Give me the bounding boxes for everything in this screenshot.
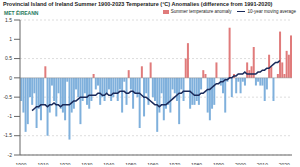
svg-text:1980: 1980 [191,162,202,165]
svg-text:1950: 1950 [125,162,136,165]
svg-text:1970: 1970 [169,162,180,165]
svg-text:-2: -2 [8,152,13,158]
svg-text:1960: 1960 [147,162,158,165]
svg-text:-1: -1 [8,113,13,119]
svg-text:1940: 1940 [103,162,114,165]
html-text:10-year moving average: 10-year moving average [247,9,296,14]
svg-text:0.5: 0.5 [5,55,12,61]
svg-text:1920: 1920 [59,162,70,165]
svg-text:-1.5: -1.5 [3,132,12,138]
svg-text:1.5: 1.5 [5,17,12,23]
svg-text:0: 0 [9,75,12,81]
svg-text:-0.5: -0.5 [3,94,12,100]
svg-text:1: 1 [9,36,12,42]
html-text:Provincial Island of Ireland S: Provincial Island of Ireland Summer 1900… [3,1,273,7]
svg-text:2010: 2010 [257,162,268,165]
html-text:Summer temperature anomaly: Summer temperature anomaly [170,9,232,14]
svg-text:1930: 1930 [81,162,92,165]
svg-text:1990: 1990 [213,162,224,165]
svg-text:2000: 2000 [235,162,246,165]
svg-text:2020: 2020 [279,162,290,165]
svg-text:1910: 1910 [37,162,48,165]
html-text:MET ÉIREANN: MET ÉIREANN [4,10,39,16]
svg-text:1900: 1900 [16,162,27,165]
